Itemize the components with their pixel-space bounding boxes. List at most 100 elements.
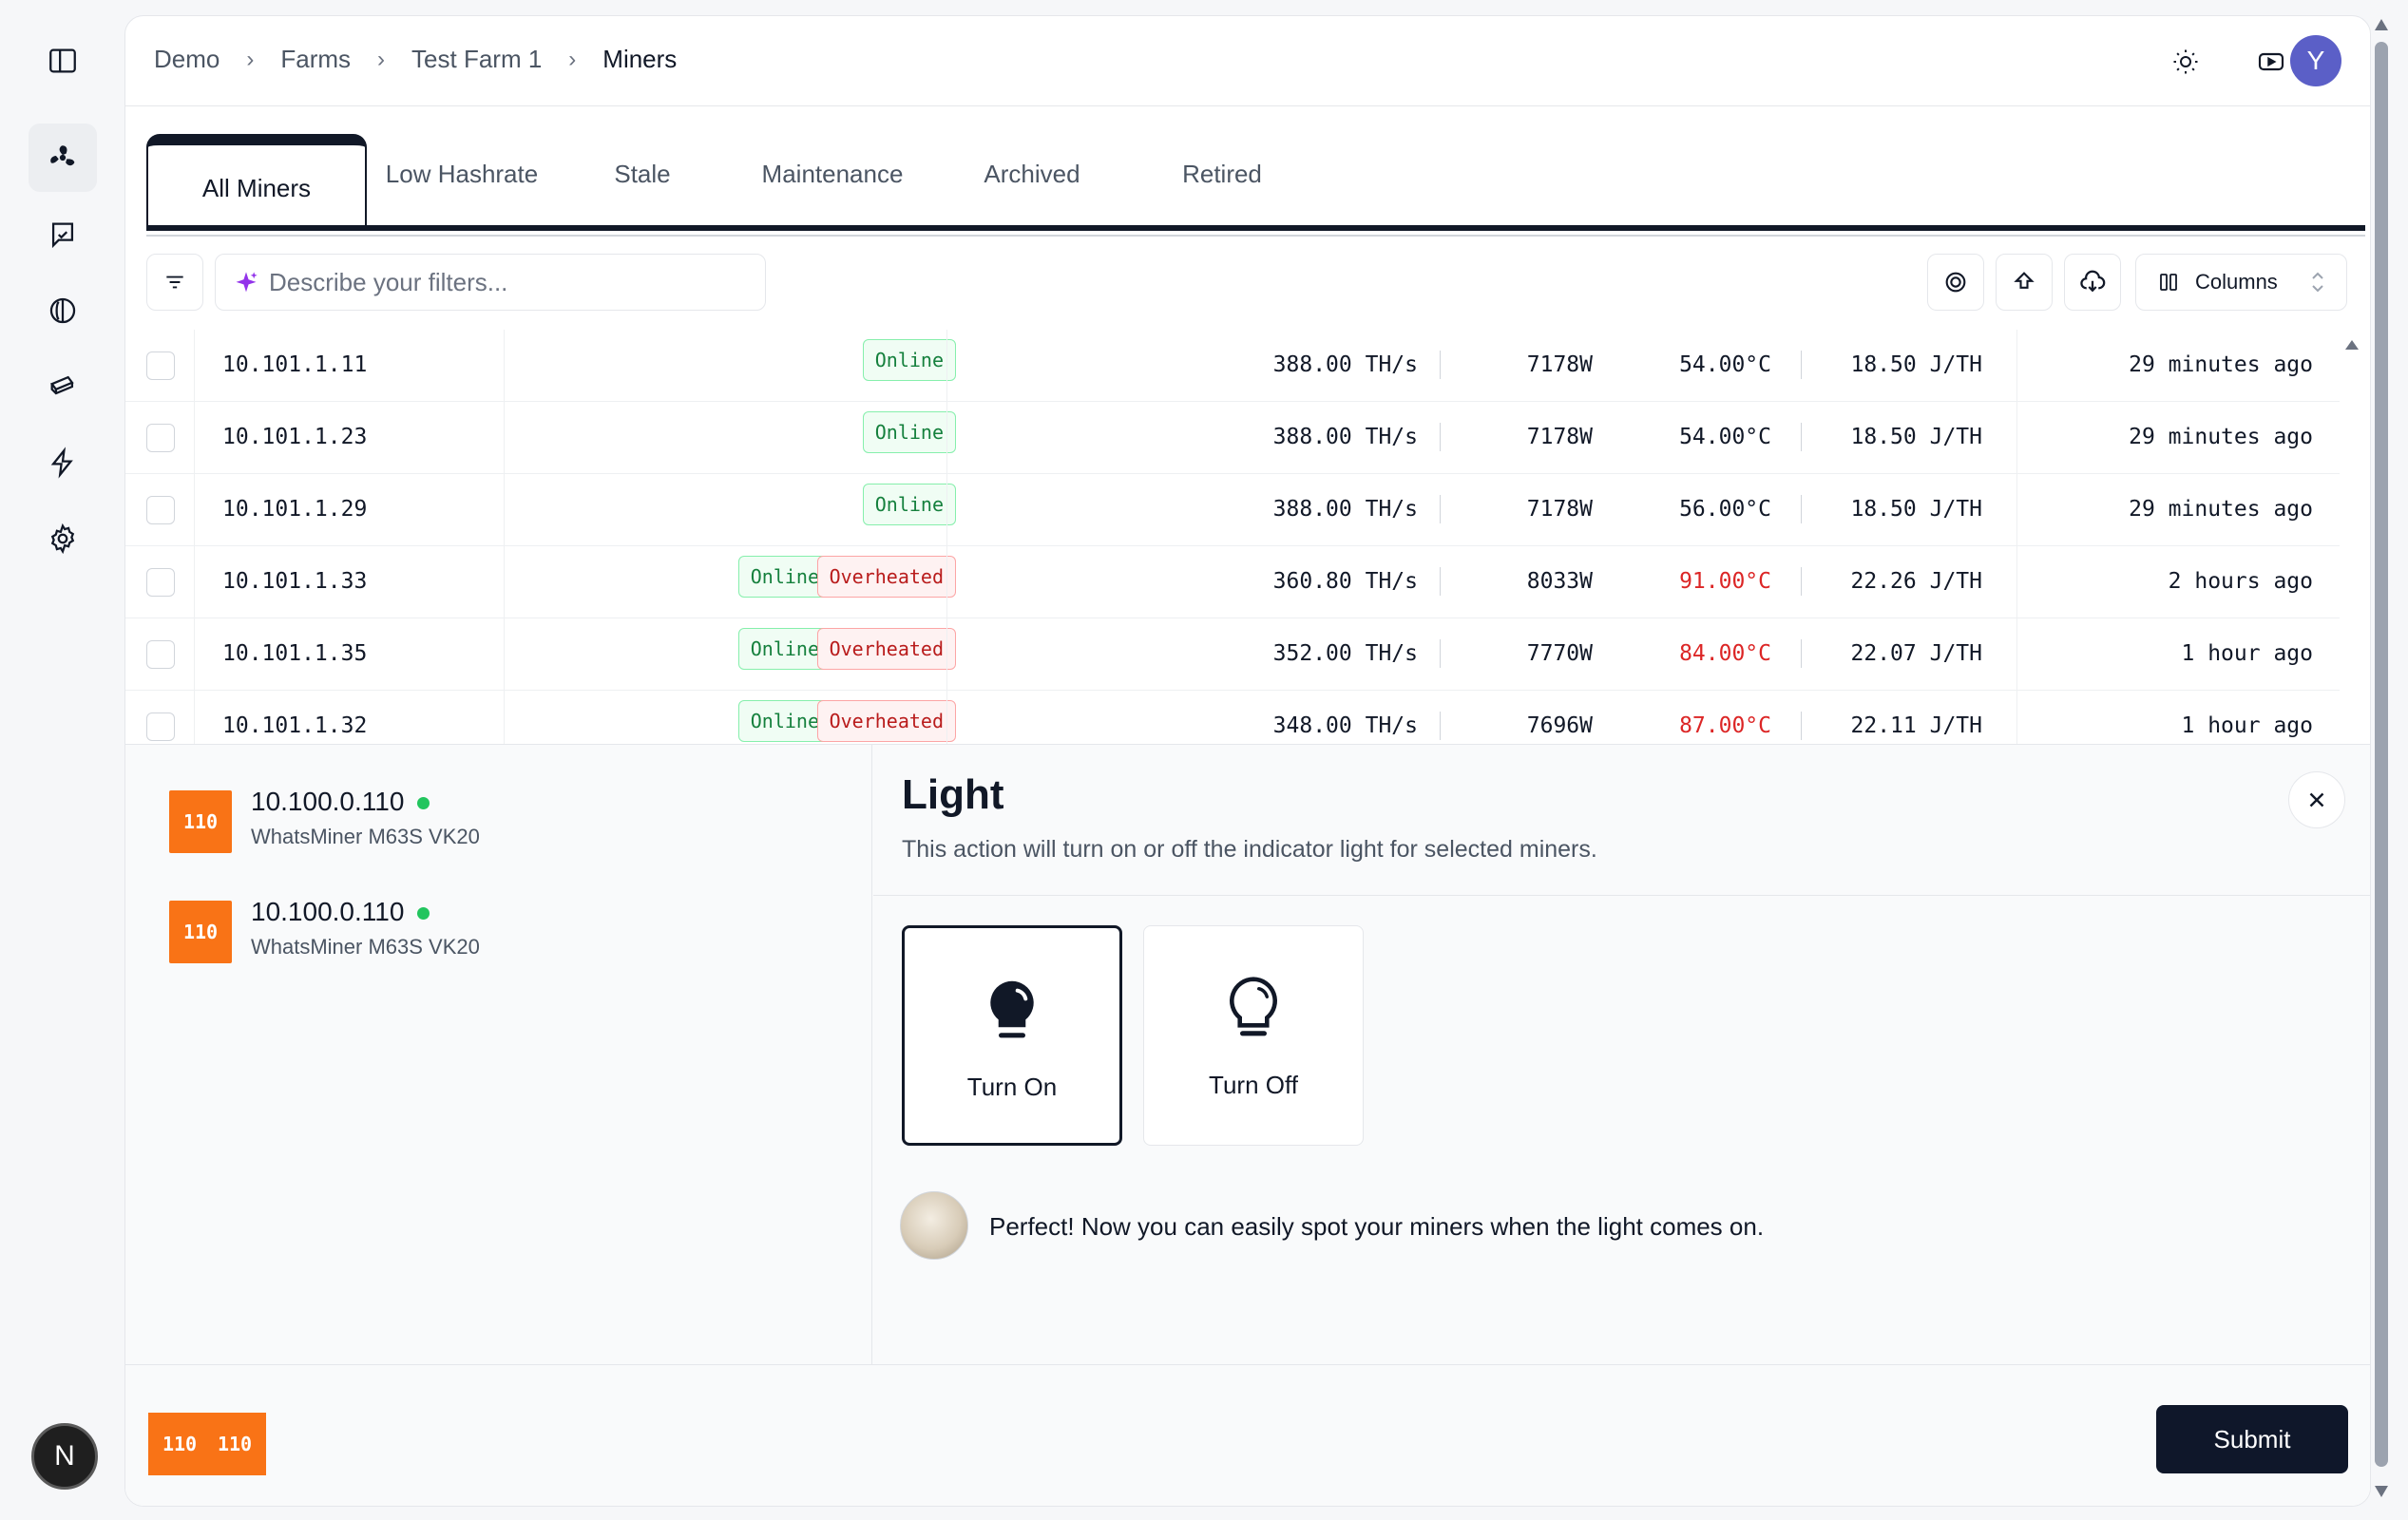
power-cell: 7178W: [1526, 352, 1593, 377]
app-badge[interactable]: N: [31, 1423, 98, 1490]
updated-cell: 29 minutes ago: [2129, 497, 2313, 522]
cloud-download-icon: [2080, 270, 2106, 293]
row-checkbox[interactable]: [146, 640, 175, 669]
miner-ip: 10.100.0.110: [251, 897, 405, 926]
table-row[interactable]: 10.101.1.33 Online Overheated 360.80 TH/…: [125, 546, 2340, 618]
hashrate-cell: 388.00 TH/s: [1272, 425, 1418, 449]
selected-chip[interactable]: 110: [203, 1413, 266, 1475]
close-icon: [2309, 792, 2324, 808]
breadcrumb-item[interactable]: Test Farm 1: [411, 45, 543, 73]
overheated-badge: Overheated: [816, 628, 956, 670]
selected-miners-list: 110 10.100.0.110 WhatsMiner M63S VK20 11…: [125, 745, 872, 1364]
table-row[interactable]: 10.101.1.23 Online 388.00 TH/s 7178W 54.…: [125, 402, 2340, 474]
bulb-off-icon: [1230, 977, 1277, 1036]
ip-cell: 10.101.1.11: [222, 352, 368, 377]
target-button[interactable]: [1927, 254, 1984, 311]
status-badge: Online: [737, 628, 831, 670]
ip-cell: 10.101.1.35: [222, 641, 368, 666]
tickets-icon[interactable]: [29, 352, 97, 421]
updated-cell: 29 minutes ago: [2129, 352, 2313, 377]
scroll-up-icon[interactable]: [2375, 19, 2388, 30]
tab-stale[interactable]: Stale: [614, 159, 671, 188]
video-icon[interactable]: [2246, 37, 2296, 86]
miner-model: WhatsMiner M63S VK20: [251, 825, 480, 848]
panel-toggle-icon[interactable]: [29, 27, 97, 95]
hashrate-cell: 352.00 TH/s: [1272, 641, 1418, 666]
cloud-download-button[interactable]: [2064, 254, 2121, 311]
temp-cell: 84.00°C: [1679, 641, 1771, 666]
filter-search-input[interactable]: Describe your filters...: [215, 254, 766, 311]
row-checkbox[interactable]: [146, 712, 175, 741]
table-row[interactable]: 10.101.1.35 Online Overheated 352.00 TH/…: [125, 618, 2340, 691]
avatar[interactable]: Y: [2290, 35, 2341, 86]
sun-icon[interactable]: [2161, 37, 2210, 86]
gear-icon[interactable]: [29, 504, 97, 573]
updated-cell: 1 hour ago: [2181, 641, 2313, 666]
turn-on-option[interactable]: Turn On: [902, 925, 1122, 1146]
table-scroll-up-icon[interactable]: [2345, 340, 2359, 350]
action-panel: 110 10.100.0.110 WhatsMiner M63S VK20 11…: [125, 744, 2370, 1506]
selected-chip[interactable]: 110: [148, 1413, 211, 1475]
updated-cell: 2 hours ago: [2168, 569, 2313, 594]
breadcrumb-item[interactable]: Demo: [154, 45, 220, 73]
fan-icon[interactable]: [29, 124, 97, 192]
row-checkbox[interactable]: [146, 496, 175, 524]
efficiency-cell: 22.11 J/TH: [1850, 713, 1982, 738]
row-checkbox[interactable]: [146, 568, 175, 597]
scrollbar-thumb[interactable]: [2375, 42, 2388, 1467]
tab-retired[interactable]: Retired: [1182, 159, 1262, 188]
temp-cell: 54.00°C: [1679, 425, 1771, 449]
scroll-down-icon[interactable]: [2375, 1486, 2388, 1497]
ip-cell: 10.101.1.32: [222, 713, 368, 738]
table-row[interactable]: 10.101.1.11 Online 388.00 TH/s 7178W 54.…: [125, 330, 2340, 402]
updated-cell: 1 hour ago: [2181, 713, 2313, 738]
power-cell: 8033W: [1526, 569, 1593, 594]
turn-off-label: Turn Off: [1209, 1071, 1298, 1099]
miner-chip: 110: [169, 790, 232, 853]
status-badge: Online: [862, 411, 956, 453]
filter-button[interactable]: [146, 254, 203, 311]
bolt-icon[interactable]: [29, 428, 97, 497]
tab-archived[interactable]: Archived: [984, 159, 1080, 188]
contrast-icon[interactable]: [29, 276, 97, 345]
chevron-right-icon: ›: [246, 46, 255, 72]
tab-maintenance[interactable]: Maintenance: [761, 159, 904, 188]
target-icon: [1945, 272, 1966, 293]
turn-on-label: Turn On: [966, 1073, 1058, 1101]
online-dot: [417, 907, 430, 921]
temp-cell: 56.00°C: [1679, 497, 1771, 522]
hashrate-cell: 360.80 TH/s: [1272, 569, 1418, 594]
turn-off-option[interactable]: Turn Off: [1143, 925, 1364, 1146]
miner-chip: 110: [169, 901, 232, 963]
status-badge: Online: [862, 339, 956, 381]
breadcrumb-item[interactable]: Farms: [280, 45, 352, 73]
chevron-right-icon: ›: [377, 46, 386, 72]
list-item[interactable]: 110 10.100.0.110 WhatsMiner M63S VK20: [169, 897, 834, 965]
close-button[interactable]: [2288, 771, 2345, 828]
row-checkbox[interactable]: [146, 424, 175, 452]
list-item[interactable]: 110 10.100.0.110 WhatsMiner M63S VK20: [169, 787, 834, 855]
tab-low-hashrate[interactable]: Low Hashrate: [385, 159, 539, 188]
submit-button[interactable]: Submit: [2156, 1405, 2348, 1473]
table-row[interactable]: 10.101.1.32 Online Overheated 348.00 TH/…: [125, 691, 2340, 744]
columns-button[interactable]: Columns: [2135, 254, 2347, 311]
ip-cell: 10.101.1.33: [222, 569, 368, 594]
tab-bar: All Miners Low Hashrate Stale Maintenanc…: [146, 134, 2365, 237]
assistant-message: Perfect! Now you can easily spot your mi…: [989, 1212, 1765, 1241]
ip-cell: 10.101.1.29: [222, 497, 368, 522]
hashrate-cell: 348.00 TH/s: [1272, 713, 1418, 738]
table-row[interactable]: 10.101.1.29 Online 388.00 TH/s 7178W 56.…: [125, 474, 2340, 546]
power-cell: 7178W: [1526, 425, 1593, 449]
tab-all-miners[interactable]: All Miners: [146, 134, 367, 225]
message-icon[interactable]: [29, 200, 97, 269]
ip-cell: 10.101.1.23: [222, 425, 368, 449]
row-checkbox[interactable]: [146, 352, 175, 380]
divider: [873, 895, 2370, 896]
efficiency-cell: 22.07 J/TH: [1850, 641, 1982, 666]
action-title: Light: [902, 771, 1004, 818]
filter-placeholder: Describe your filters...: [269, 267, 508, 296]
upload-button[interactable]: [1996, 254, 2053, 311]
upload-icon: [2014, 272, 2035, 289]
hashrate-cell: 388.00 TH/s: [1272, 352, 1418, 377]
temp-cell: 91.00°C: [1679, 569, 1771, 594]
